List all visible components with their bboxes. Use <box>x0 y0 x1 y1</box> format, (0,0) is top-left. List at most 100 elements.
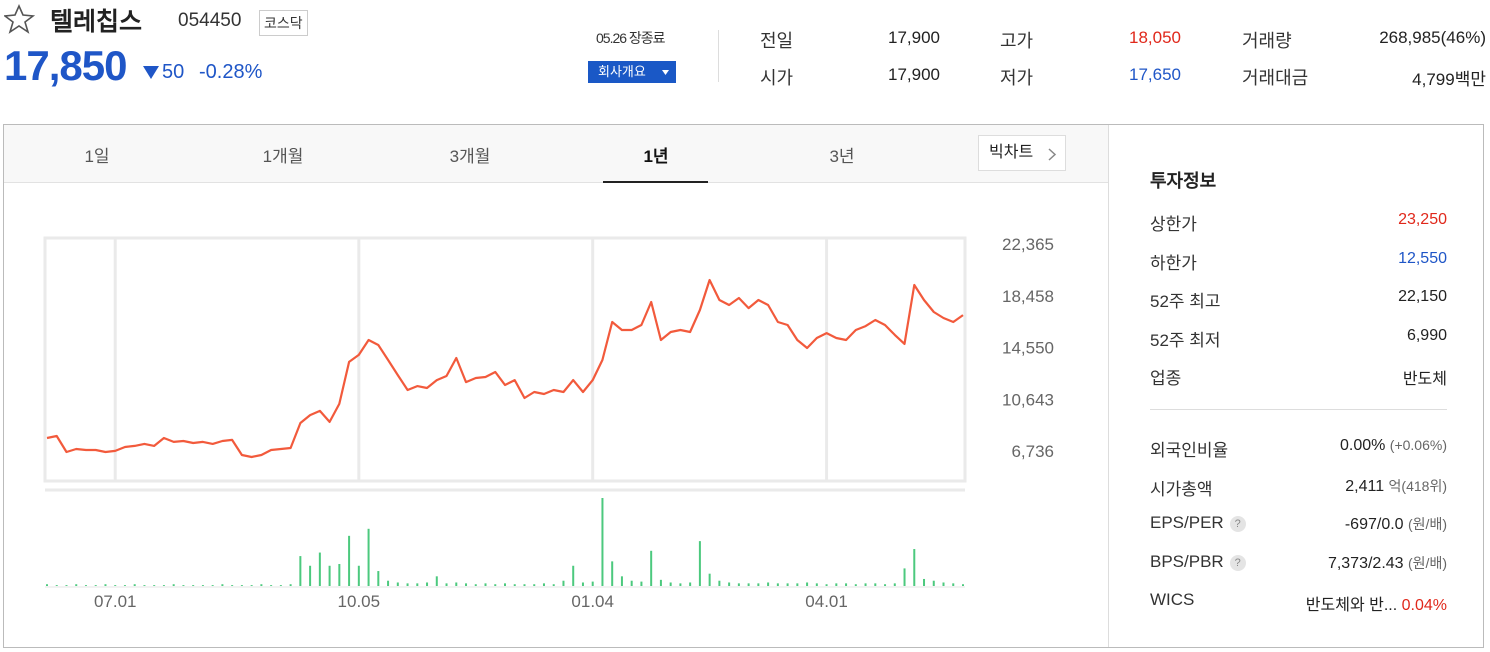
volume-bar <box>562 580 565 586</box>
volume-bar <box>396 582 399 586</box>
quote-label: 고가 <box>1000 31 1034 51</box>
volume-bar <box>279 585 282 586</box>
info-value: 0.00% (+0.06%) <box>1340 437 1447 455</box>
x-tick-label: 07.01 <box>94 592 137 611</box>
info-label-text: WICS <box>1150 590 1195 609</box>
volume-bar <box>825 584 828 586</box>
volume-bar <box>172 584 175 586</box>
tab[interactable]: 1일 <box>84 147 110 166</box>
info-label-text: 외국인비율 <box>1150 441 1229 460</box>
volume-bar <box>504 583 506 586</box>
tab[interactable]: 3개월 <box>449 147 491 166</box>
volume-bar <box>55 585 58 586</box>
volume-bar <box>689 582 692 586</box>
volume-bar <box>104 584 107 586</box>
volume-bar <box>630 580 633 586</box>
volume-bar <box>884 584 887 586</box>
y-tick-label: 18,458 <box>1002 287 1054 306</box>
tab[interactable]: 1년 <box>643 147 669 166</box>
company-button-label: 회사개요 <box>598 64 646 79</box>
volume-bar <box>192 585 195 586</box>
volume-bar <box>416 583 419 586</box>
tab[interactable]: 3년 <box>829 147 855 166</box>
big-chart-button[interactable]: 빅차트 <box>978 135 1066 171</box>
volume-bar <box>757 583 760 586</box>
info-label: 하한가 <box>1150 253 1197 273</box>
volume-bar <box>864 583 867 586</box>
info-value: 반도체와 반... 0.04% <box>1306 591 1447 615</box>
quote-label: 전일 <box>760 31 794 51</box>
volume-bar <box>932 580 935 586</box>
info-value-text: 2,411 <box>1345 477 1385 495</box>
volume-bar <box>367 528 370 586</box>
volume-bar <box>65 585 68 586</box>
invest-title: 투자정보 <box>1150 171 1217 191</box>
info-value-sub: (+0.06%) <box>1389 437 1447 453</box>
volume-bar <box>552 584 555 586</box>
volume-bar <box>221 584 224 586</box>
info-value-text: 7,373/2.43 <box>1327 554 1404 572</box>
volume-bar <box>455 582 458 586</box>
quote-label: 거래량 <box>1242 31 1292 51</box>
x-tick-label: 10.05 <box>338 592 381 611</box>
volume-bar <box>591 581 594 586</box>
volume-bar <box>387 580 390 586</box>
big-chart-label: 빅차트 <box>989 144 1034 161</box>
volume-bar <box>601 498 604 586</box>
volume-bar <box>299 556 302 586</box>
info-label: WICS <box>1150 590 1194 610</box>
help-icon[interactable]: ? <box>1229 516 1246 532</box>
volume-bar <box>806 582 809 586</box>
volume-bar <box>786 583 789 586</box>
volume-bar <box>153 585 156 586</box>
active-tab-underline <box>603 181 708 183</box>
volume-bar <box>903 568 906 586</box>
volume-bar <box>211 585 214 586</box>
volume-bar <box>143 585 146 586</box>
change-rate: -0.28% <box>199 61 263 83</box>
volume-bar <box>513 584 516 586</box>
info-value-text: 0.00% <box>1339 437 1386 454</box>
volume-bar <box>328 565 331 586</box>
volume-bar <box>659 579 662 586</box>
volume-bar <box>650 550 653 586</box>
quote-value: 4,799백만 <box>1412 70 1486 89</box>
info-rate: 0.04% <box>1401 597 1447 614</box>
volume-bar <box>679 583 682 586</box>
info-value: 7,373/2.43 (원/배) <box>1328 553 1447 573</box>
volume-bar <box>533 584 536 586</box>
y-tick-label: 6,736 <box>1011 442 1054 461</box>
volume-bar <box>94 585 97 586</box>
separator <box>718 30 719 82</box>
info-value-sub: 억(418위) <box>1388 477 1447 494</box>
volume-bar <box>231 585 234 586</box>
info-value-text: 반도체와 반... <box>1305 597 1398 614</box>
help-icon[interactable]: ? <box>1229 554 1246 571</box>
y-tick-label: 14,550 <box>1002 339 1054 358</box>
volume-bar <box>123 585 126 586</box>
favorite-star[interactable] <box>4 4 36 34</box>
quote-label: 거래대금 <box>1242 68 1309 88</box>
volume-bar <box>874 583 877 586</box>
volume-bar <box>348 535 351 586</box>
volume-bar <box>250 585 253 586</box>
company-button[interactable]: 회사개요 <box>588 61 676 83</box>
volume-bar <box>270 585 273 586</box>
volume-bar <box>698 541 701 586</box>
info-label: 업종 <box>1150 369 1182 388</box>
volume-bar <box>923 578 926 586</box>
volume-bar <box>46 584 48 586</box>
info-value: 12,550 <box>1398 249 1447 267</box>
volume-bar <box>445 583 448 586</box>
info-value: 23,250 <box>1398 211 1447 228</box>
invest-divider <box>1150 409 1447 410</box>
chevron <box>1048 148 1057 161</box>
stock-name: 텔레칩스 <box>50 8 143 36</box>
volume-bar <box>835 583 838 586</box>
dropdown-caret <box>662 70 669 75</box>
panel-divider <box>1108 125 1109 647</box>
info-label: 외국인비율 <box>1150 436 1228 461</box>
tab[interactable]: 1개월 <box>262 147 304 166</box>
quote-label: 저가 <box>1000 68 1034 88</box>
